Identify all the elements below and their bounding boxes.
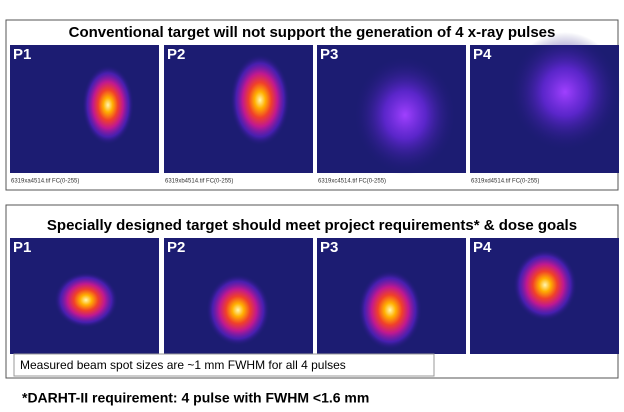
image-caption: 6319xa4514.tif FC(0-255) bbox=[11, 179, 79, 185]
beam-spot bbox=[206, 274, 270, 346]
top-title: Conventional target will not support the… bbox=[69, 24, 556, 41]
pulse-label: P3 bbox=[320, 46, 338, 63]
pulse-label: P2 bbox=[167, 239, 185, 256]
note-box bbox=[13, 353, 435, 377]
pulse-label: P1 bbox=[13, 239, 31, 256]
pulse-label: P2 bbox=[167, 46, 185, 63]
image-caption: 6319xd4514.tif FC(0-255) bbox=[471, 179, 539, 185]
footer: *DARHT-II requirement: 4 pulse with FWHM… bbox=[22, 390, 369, 406]
beam-spot bbox=[513, 249, 577, 321]
image-caption: 6319xc4514.tif FC(0-255) bbox=[318, 179, 386, 185]
beam-spot bbox=[358, 270, 422, 350]
pulse-label: P1 bbox=[13, 46, 31, 63]
note: Measured beam spot sizes are ~1 mm FWHM … bbox=[20, 358, 346, 372]
beam-spot bbox=[230, 54, 290, 146]
beam-spot bbox=[54, 272, 118, 328]
image-caption: 6319xb4514.tif FC(0-255) bbox=[165, 179, 233, 185]
pulse-label: P4 bbox=[473, 239, 492, 256]
bottom-title: Specially designed target should meet pr… bbox=[47, 217, 577, 234]
pulse-label: P3 bbox=[320, 239, 338, 256]
pulse-label: P4 bbox=[473, 46, 492, 63]
beam-spot bbox=[509, 32, 621, 152]
beam-spot bbox=[353, 55, 457, 175]
beam-spot bbox=[82, 65, 134, 145]
